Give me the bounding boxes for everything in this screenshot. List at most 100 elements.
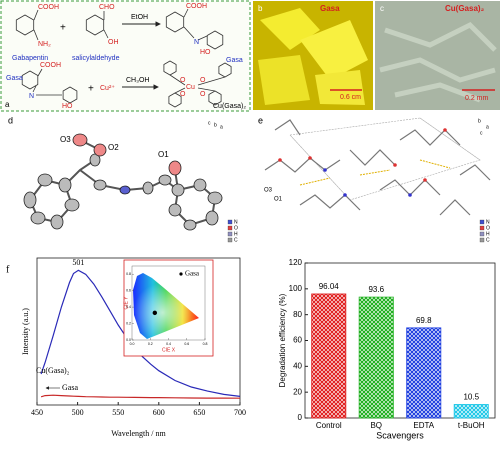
atoms xyxy=(23,153,223,231)
panel-label: f xyxy=(6,264,10,275)
group-label: OH xyxy=(108,39,119,46)
y-axis-label: Degradation efficiency (%) xyxy=(278,293,287,387)
group-label: COOH xyxy=(38,4,59,11)
legend-marker xyxy=(179,272,183,276)
plus: + xyxy=(60,23,66,34)
compound-name: Gasa xyxy=(6,75,23,82)
x-tick-label: 0.6 xyxy=(184,342,189,346)
legend-label: O xyxy=(486,225,490,231)
scale-label: 0.6 cm xyxy=(340,94,361,101)
panel-d: d O3 O2 O1 c b a xyxy=(8,115,223,231)
axis-label: a xyxy=(486,124,489,130)
bonds xyxy=(15,8,232,108)
value-label: 69.8 xyxy=(416,316,432,325)
ring xyxy=(21,70,39,90)
photo xyxy=(375,1,500,110)
panel-label: b xyxy=(258,4,263,13)
crystal xyxy=(315,70,365,105)
legend-label: O xyxy=(234,225,238,231)
legend-label: C xyxy=(234,237,238,243)
value-label: 96.04 xyxy=(319,282,340,291)
bar xyxy=(406,327,442,419)
legend-swatch xyxy=(227,237,233,243)
group-label: HO xyxy=(62,103,73,110)
x-axis-label: Scavengers xyxy=(376,430,424,440)
legend-label: Gasa xyxy=(185,270,200,278)
x-tick-label: EDTA xyxy=(413,421,434,430)
oxygens xyxy=(278,128,447,182)
ring xyxy=(163,60,177,76)
atom-label: O1 xyxy=(158,150,169,159)
x-axis-label: Wavelength / nm xyxy=(111,429,166,438)
group-label: N xyxy=(29,93,34,100)
series-label: Gasa xyxy=(62,383,78,392)
ring xyxy=(168,92,182,108)
group-label: HO xyxy=(200,49,211,56)
metal-label: Cu xyxy=(186,84,195,91)
y-tick-label: 0.8 xyxy=(126,272,131,276)
legend-swatch xyxy=(479,225,485,231)
panel-title: Cu(Gasa)₂ xyxy=(445,4,485,13)
group-label: COOH xyxy=(40,62,61,69)
axis-label: a xyxy=(220,124,223,130)
y-tick-label: 60 xyxy=(293,336,302,345)
cie-gamut-white xyxy=(133,273,199,339)
value-label: 10.5 xyxy=(463,393,479,402)
y-tick-label: 0.6 xyxy=(126,289,131,293)
legend-swatch xyxy=(227,225,233,231)
value-label: 93.6 xyxy=(368,285,384,294)
bar xyxy=(311,293,347,419)
legend-swatch xyxy=(479,231,485,237)
panel-label: e xyxy=(258,115,263,125)
unit-cell xyxy=(289,117,481,201)
panel-frame xyxy=(0,0,251,112)
panel-label: d xyxy=(8,115,13,125)
legend-swatch xyxy=(479,219,485,225)
x-tick-label: 600 xyxy=(153,408,165,417)
series-label: Cu(Gasa)₂ xyxy=(36,366,70,375)
bonds xyxy=(28,139,217,227)
atom-n xyxy=(119,185,131,195)
x-tick-label: 500 xyxy=(72,408,84,417)
crystal xyxy=(379,21,497,103)
legend-label: H xyxy=(234,231,238,237)
solvent: CH₃OH xyxy=(126,77,149,84)
atom-label: O xyxy=(180,77,186,84)
legend-label: N xyxy=(234,219,238,225)
panel-e: e O3 O1 b a c xyxy=(258,115,491,216)
nitrogens xyxy=(323,168,412,197)
ring xyxy=(165,11,185,33)
panel-label: a xyxy=(5,100,10,109)
bar xyxy=(358,296,394,419)
y-tick-label: 20 xyxy=(293,387,302,396)
compound-name: Gasa xyxy=(226,57,243,64)
y-tick-label: 0.4 xyxy=(126,305,131,309)
y-axis-label: CIE Y xyxy=(123,296,129,310)
ring xyxy=(62,86,78,104)
x-tick-label: 450 xyxy=(31,408,43,417)
crystal xyxy=(258,55,310,105)
axis-label: b xyxy=(214,122,217,128)
ring xyxy=(208,90,222,106)
x-tick-label: 550 xyxy=(112,408,124,417)
atom-label: O3 xyxy=(264,188,273,194)
x-tick-label: t-BuOH xyxy=(458,421,485,430)
y-tick-label: 0.0 xyxy=(126,338,131,342)
group-label: NH₂ xyxy=(38,41,51,48)
group-label: N xyxy=(194,39,199,46)
overlay: 0.0 0.2 0.4 0.6 0.8 0.0 0.2 0.4 0.6 0.8 Gasa CIE X C… xyxy=(123,265,207,353)
solvent: EtOH xyxy=(131,14,148,21)
y-axis-label: Intensity (a.u.) xyxy=(21,308,30,355)
h-bond xyxy=(299,159,451,186)
series-line xyxy=(40,269,241,397)
atom-label: O xyxy=(180,91,186,98)
x-tick-label: 700 xyxy=(234,408,246,417)
legend-label: H xyxy=(486,231,490,237)
axis-label: c xyxy=(208,120,211,126)
legend-swatch xyxy=(227,219,233,225)
y-tick-label: 100 xyxy=(289,284,303,293)
compound-name: Gabapentin xyxy=(12,55,48,62)
legend-swatch xyxy=(479,237,485,243)
crystal xyxy=(300,20,368,80)
